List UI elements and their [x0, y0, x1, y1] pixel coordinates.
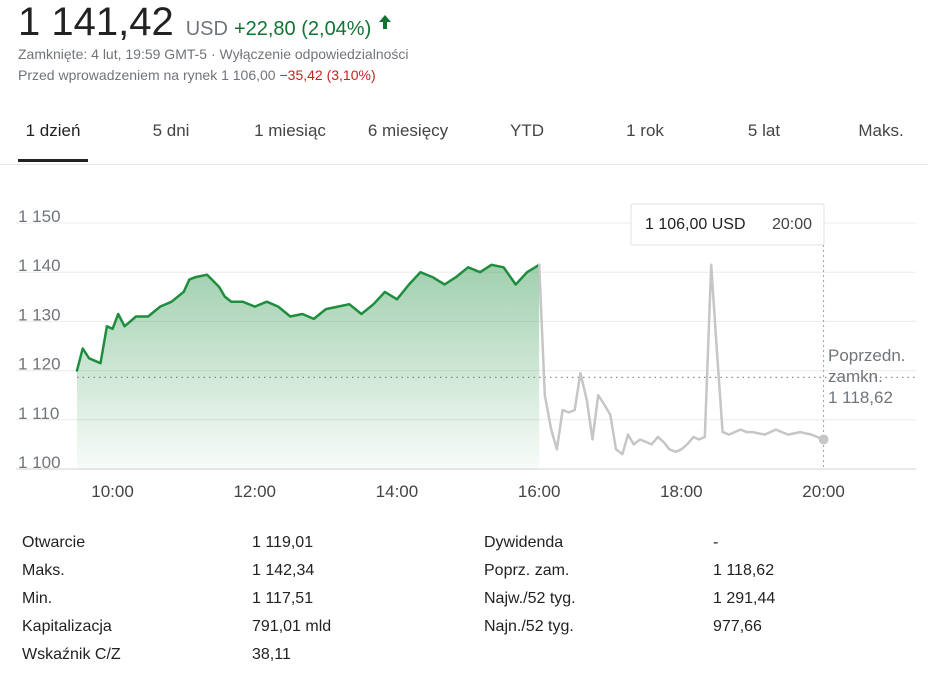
price-row: 1 141,42 USD +22,80 (2,04%): [18, 0, 918, 44]
x-tick-label: 16:00: [518, 482, 561, 501]
hover-point: [818, 434, 829, 445]
stat-value-dividend: -: [713, 534, 719, 551]
stat-label-52w-low: Najn./52 tyg.: [484, 618, 574, 635]
stat-value-pe-ratio: 38,11: [252, 646, 291, 663]
stat-label-market-cap: Kapitalizacja: [22, 618, 112, 635]
premarket-change: −35,42 (3,10%): [279, 67, 376, 83]
y-tick-label: 1 100: [18, 453, 61, 472]
x-tick-label: 18:00: [660, 482, 703, 501]
tooltip-box: [630, 203, 825, 246]
stat-label-high: Maks.: [22, 562, 65, 579]
y-tick-label: 1 120: [18, 355, 61, 374]
x-tick-label: 10:00: [91, 482, 134, 501]
y-tick-label: 1 110: [18, 404, 59, 423]
tab-1-year[interactable]: 1 rok: [626, 121, 664, 140]
active-tab-indicator: [18, 159, 88, 162]
tab-6-months[interactable]: 6 miesięcy: [367, 121, 449, 140]
stat-label-dividend: Dywidenda: [484, 534, 564, 551]
x-tick-label: 12:00: [233, 482, 276, 501]
previous-close-label: 1 118,62: [828, 388, 893, 407]
quote-header: 1 141,42 USD +22,80 (2,04%) Zamknięte: 4…: [18, 0, 918, 86]
stat-label-low: Min.: [22, 590, 53, 607]
y-tick-label: 1 150: [18, 207, 61, 226]
stat-label-open: Otwarcie: [22, 534, 86, 551]
tab-1-month[interactable]: 1 miesiąc: [254, 121, 326, 140]
series-area: [77, 264, 540, 469]
y-tick-label: 1 130: [18, 305, 61, 324]
tab-max[interactable]: Maks.: [858, 121, 904, 140]
stat-value-52w-high: 1 291,44: [713, 590, 776, 607]
currency: USD: [185, 18, 228, 40]
current-price: 1 141,42: [18, 0, 174, 44]
stat-label-52w-high: Najw./52 tyg.: [484, 590, 576, 607]
price-change: +22,80 (2,04%): [233, 18, 372, 40]
stat-value-prev-close: 1 118,62: [713, 562, 775, 579]
tab-ytd[interactable]: YTD: [510, 121, 544, 140]
stat-value-market-cap: 791,01 mld: [252, 618, 332, 635]
price-chart[interactable]: 1 100 1 110 1 120 1 130 1 140 1 150 10:00 12:00…: [0, 195, 928, 515]
stat-label-pe-ratio: Wskaźnik C/Z: [22, 646, 121, 663]
tab-1-day[interactable]: 1 dzień: [25, 121, 81, 140]
regular-session-line: [75, 263, 541, 372]
range-tabs: 1 dzień 5 dni 1 miesiąc 6 miesięcy YTD 1…: [0, 106, 928, 165]
stat-value-open: 1 119,01: [252, 534, 314, 551]
premarket-status: Przed wprowadzeniem na rynek 1 106,00 −3…: [18, 65, 918, 86]
stat-value-high: 1 142,34: [252, 562, 315, 579]
y-tick-label: 1 140: [18, 256, 61, 275]
previous-close-label: zamkn.: [828, 367, 883, 386]
stat-value-low: 1 117,51: [252, 590, 314, 607]
tab-5-days[interactable]: 5 dni: [152, 121, 190, 140]
arrow-up-icon: [379, 15, 392, 29]
x-tick-label: 14:00: [376, 482, 419, 501]
tooltip-value: 1 106,00 USD: [645, 216, 746, 233]
x-tick-label: 20:00: [802, 482, 845, 501]
closed-status: Zamknięte: 4 lut, 19:59 GMT-5 · Wyłączen…: [18, 46, 409, 62]
chart-tooltip: 1 106,00 USD 20:00: [630, 203, 825, 246]
stat-label-prev-close: Poprz. zam.: [484, 562, 570, 579]
stat-value-52w-low: 977,66: [713, 618, 762, 635]
tooltip-time: 20:00: [772, 216, 812, 233]
tab-5-years[interactable]: 5 lat: [747, 121, 781, 140]
premarket-price: Przed wprowadzeniem na rynek 1 106,00: [18, 67, 276, 83]
after-hours-line: [537, 263, 825, 456]
previous-close-label: Poprzedn.: [828, 346, 906, 365]
